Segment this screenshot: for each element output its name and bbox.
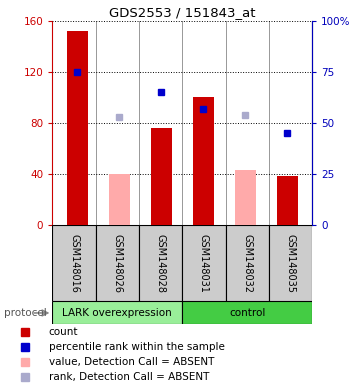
Bar: [235, 170, 256, 225]
Bar: [52, 301, 182, 324]
Text: control: control: [229, 308, 265, 318]
Bar: [193, 98, 214, 225]
Text: GSM148035: GSM148035: [286, 233, 296, 293]
Text: rank, Detection Call = ABSENT: rank, Detection Call = ABSENT: [49, 372, 209, 382]
Bar: [67, 31, 88, 225]
Text: LARK overexpression: LARK overexpression: [62, 308, 172, 318]
Text: GSM148028: GSM148028: [156, 233, 166, 293]
Text: value, Detection Call = ABSENT: value, Detection Call = ABSENT: [49, 357, 214, 367]
Text: percentile rank within the sample: percentile rank within the sample: [49, 342, 225, 352]
Bar: [269, 225, 312, 301]
Text: GSM148032: GSM148032: [242, 233, 252, 293]
Bar: [151, 128, 172, 225]
Bar: [96, 225, 139, 301]
Text: GSM148031: GSM148031: [199, 233, 209, 293]
Bar: [139, 225, 182, 301]
Text: count: count: [49, 327, 78, 337]
Text: GSM148016: GSM148016: [69, 233, 79, 293]
Bar: [52, 225, 96, 301]
Text: GSM148026: GSM148026: [112, 233, 122, 293]
Bar: [277, 176, 297, 225]
Bar: [182, 225, 226, 301]
Bar: [226, 225, 269, 301]
Bar: [182, 301, 312, 324]
Title: GDS2553 / 151843_at: GDS2553 / 151843_at: [109, 5, 256, 18]
Text: protocol: protocol: [4, 308, 46, 318]
Bar: [109, 174, 130, 225]
